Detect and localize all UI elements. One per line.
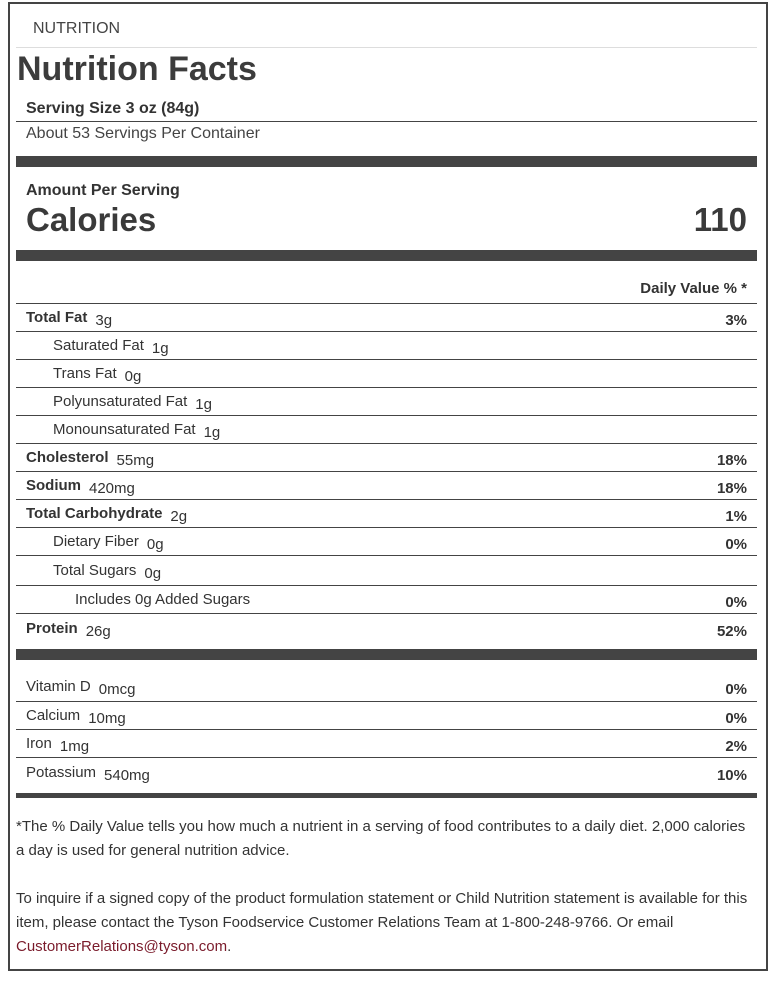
nutrient-amount: 2g [170,508,188,525]
nutrient-daily-value: 0% [725,710,747,727]
nutrient-row: Cholesterol 55mg 18% [16,444,757,472]
nutrient-list: Total Fat 3g 3% Saturated Fat 1g Trans Fat 0g P… [16,304,757,642]
serving-size: Serving Size 3 oz (84g) [16,90,757,122]
nutrient-amount: 10mg [88,710,126,727]
nutrient-name: Cholesterol [26,449,109,466]
calories-row: Calories 110 [16,200,757,250]
page-title: Nutrition Facts [17,50,257,88]
nutrient-name: Polyunsaturated Fat [53,393,188,410]
nutrient-name: Total Carbohydrate [26,505,163,522]
divider-thick [16,793,757,798]
nutrient-amount: 55mg [116,452,155,469]
inquiry-text: To inquire if a signed copy of the produ… [16,890,748,955]
nutrient-name: Total Fat [26,309,88,326]
nutrient-row: Polyunsaturated Fat 1g [16,388,757,416]
nutrient-row: Potassium 540mg 10% [16,758,757,786]
nutrient-amount: 3g [95,312,113,329]
nutrition-panel: NUTRITION Nutrition Facts Serving Size 3… [16,0,757,983]
nutrient-amount: 540mg [104,766,150,784]
nutrition-panel-frame [8,2,768,971]
nutrient-name: Sodium [26,477,81,494]
nutrient-daily-value: 10% [716,766,747,784]
nutrient-name: Protein [26,619,78,637]
nutrient-name: Iron [26,735,52,752]
nutrient-amount: 420mg [89,480,135,497]
nutrient-row: Monounsaturated Fat 1g [16,416,757,444]
nutrient-row: Trans Fat 0g [16,360,757,388]
nutrient-row: Vitamin D 0mcg 0% [16,672,757,702]
nutrient-row: Total Sugars 0g [16,556,757,586]
nutrient-daily-value: 0% [725,594,747,611]
nutrient-row: Includes 0g Added Sugars 0% [16,586,757,614]
nutrient-name: Vitamin D [26,678,91,695]
nutrient-amount: 0g [144,565,162,582]
nutrient-name: Includes 0g Added Sugars [75,591,251,608]
divider-thick [16,250,757,261]
nutrient-daily-value: 2% [725,738,747,755]
daily-value-footnote: *The % Daily Value tells you how much a … [16,818,746,859]
nutrient-row: Dietary Fiber 0g 0% [16,528,757,556]
nutrient-row: Saturated Fat 1g [16,332,757,360]
nutrient-amount: 0mcg [98,681,136,698]
divider-thick [16,156,757,167]
nutrient-daily-value: 1% [725,508,747,525]
nutrient-row: Protein 26g 52% [16,614,757,642]
nutrient-amount: 0g [146,536,164,553]
nutrient-name: Monounsaturated Fat [53,421,196,438]
vitamin-list: Vitamin D 0mcg 0% Calcium 10mg 0% Iron 1mg 2% Pot… [16,672,757,786]
calories-value: 110 [693,201,747,238]
nutrient-daily-value: 52% [716,622,747,640]
nutrient-name: Dietary Fiber [53,533,139,550]
nutrient-daily-value: 18% [716,480,747,497]
calories-label: Calories [26,201,157,238]
section-label: NUTRITION [16,0,757,48]
servings-per-container: About 53 Servings Per Container [26,125,260,142]
email-link[interactable]: CustomerRelations@tyson.com [16,938,228,955]
nutrient-row: Calcium 10mg 0% [16,702,757,730]
nutrient-amount: 1g [203,424,221,441]
nutrient-daily-value: 3% [725,312,747,329]
divider-thick [16,649,757,660]
daily-value-header: Daily Value % * [16,261,757,304]
nutrient-name: Trans Fat [53,365,117,382]
nutrient-daily-value: 18% [716,452,747,469]
nutrient-daily-value: 0% [725,536,747,553]
nutrient-row: Total Fat 3g 3% [16,304,757,332]
amount-per-serving: Amount Per Serving [26,182,180,199]
nutrient-amount: 1g [151,340,169,357]
nutrient-row: Total Carbohydrate 2g 1% [16,500,757,528]
nutrient-row: Iron 1mg 2% [16,730,757,758]
nutrient-amount: 1mg [59,738,90,755]
nutrient-daily-value: 0% [725,681,747,698]
nutrient-name: Calcium [26,707,81,724]
nutrient-name: Potassium [26,763,97,781]
nutrient-name: Saturated Fat [53,337,144,354]
nutrient-amount: 1g [195,396,212,413]
footnotes: *The % Daily Value tells you how much a … [16,798,757,959]
nutrient-row: Sodium 420mg 18% [16,472,757,500]
nutrient-amount: 26g [85,622,111,640]
nutrient-name: Total Sugars [53,562,137,579]
nutrient-amount: 0g [124,368,142,385]
